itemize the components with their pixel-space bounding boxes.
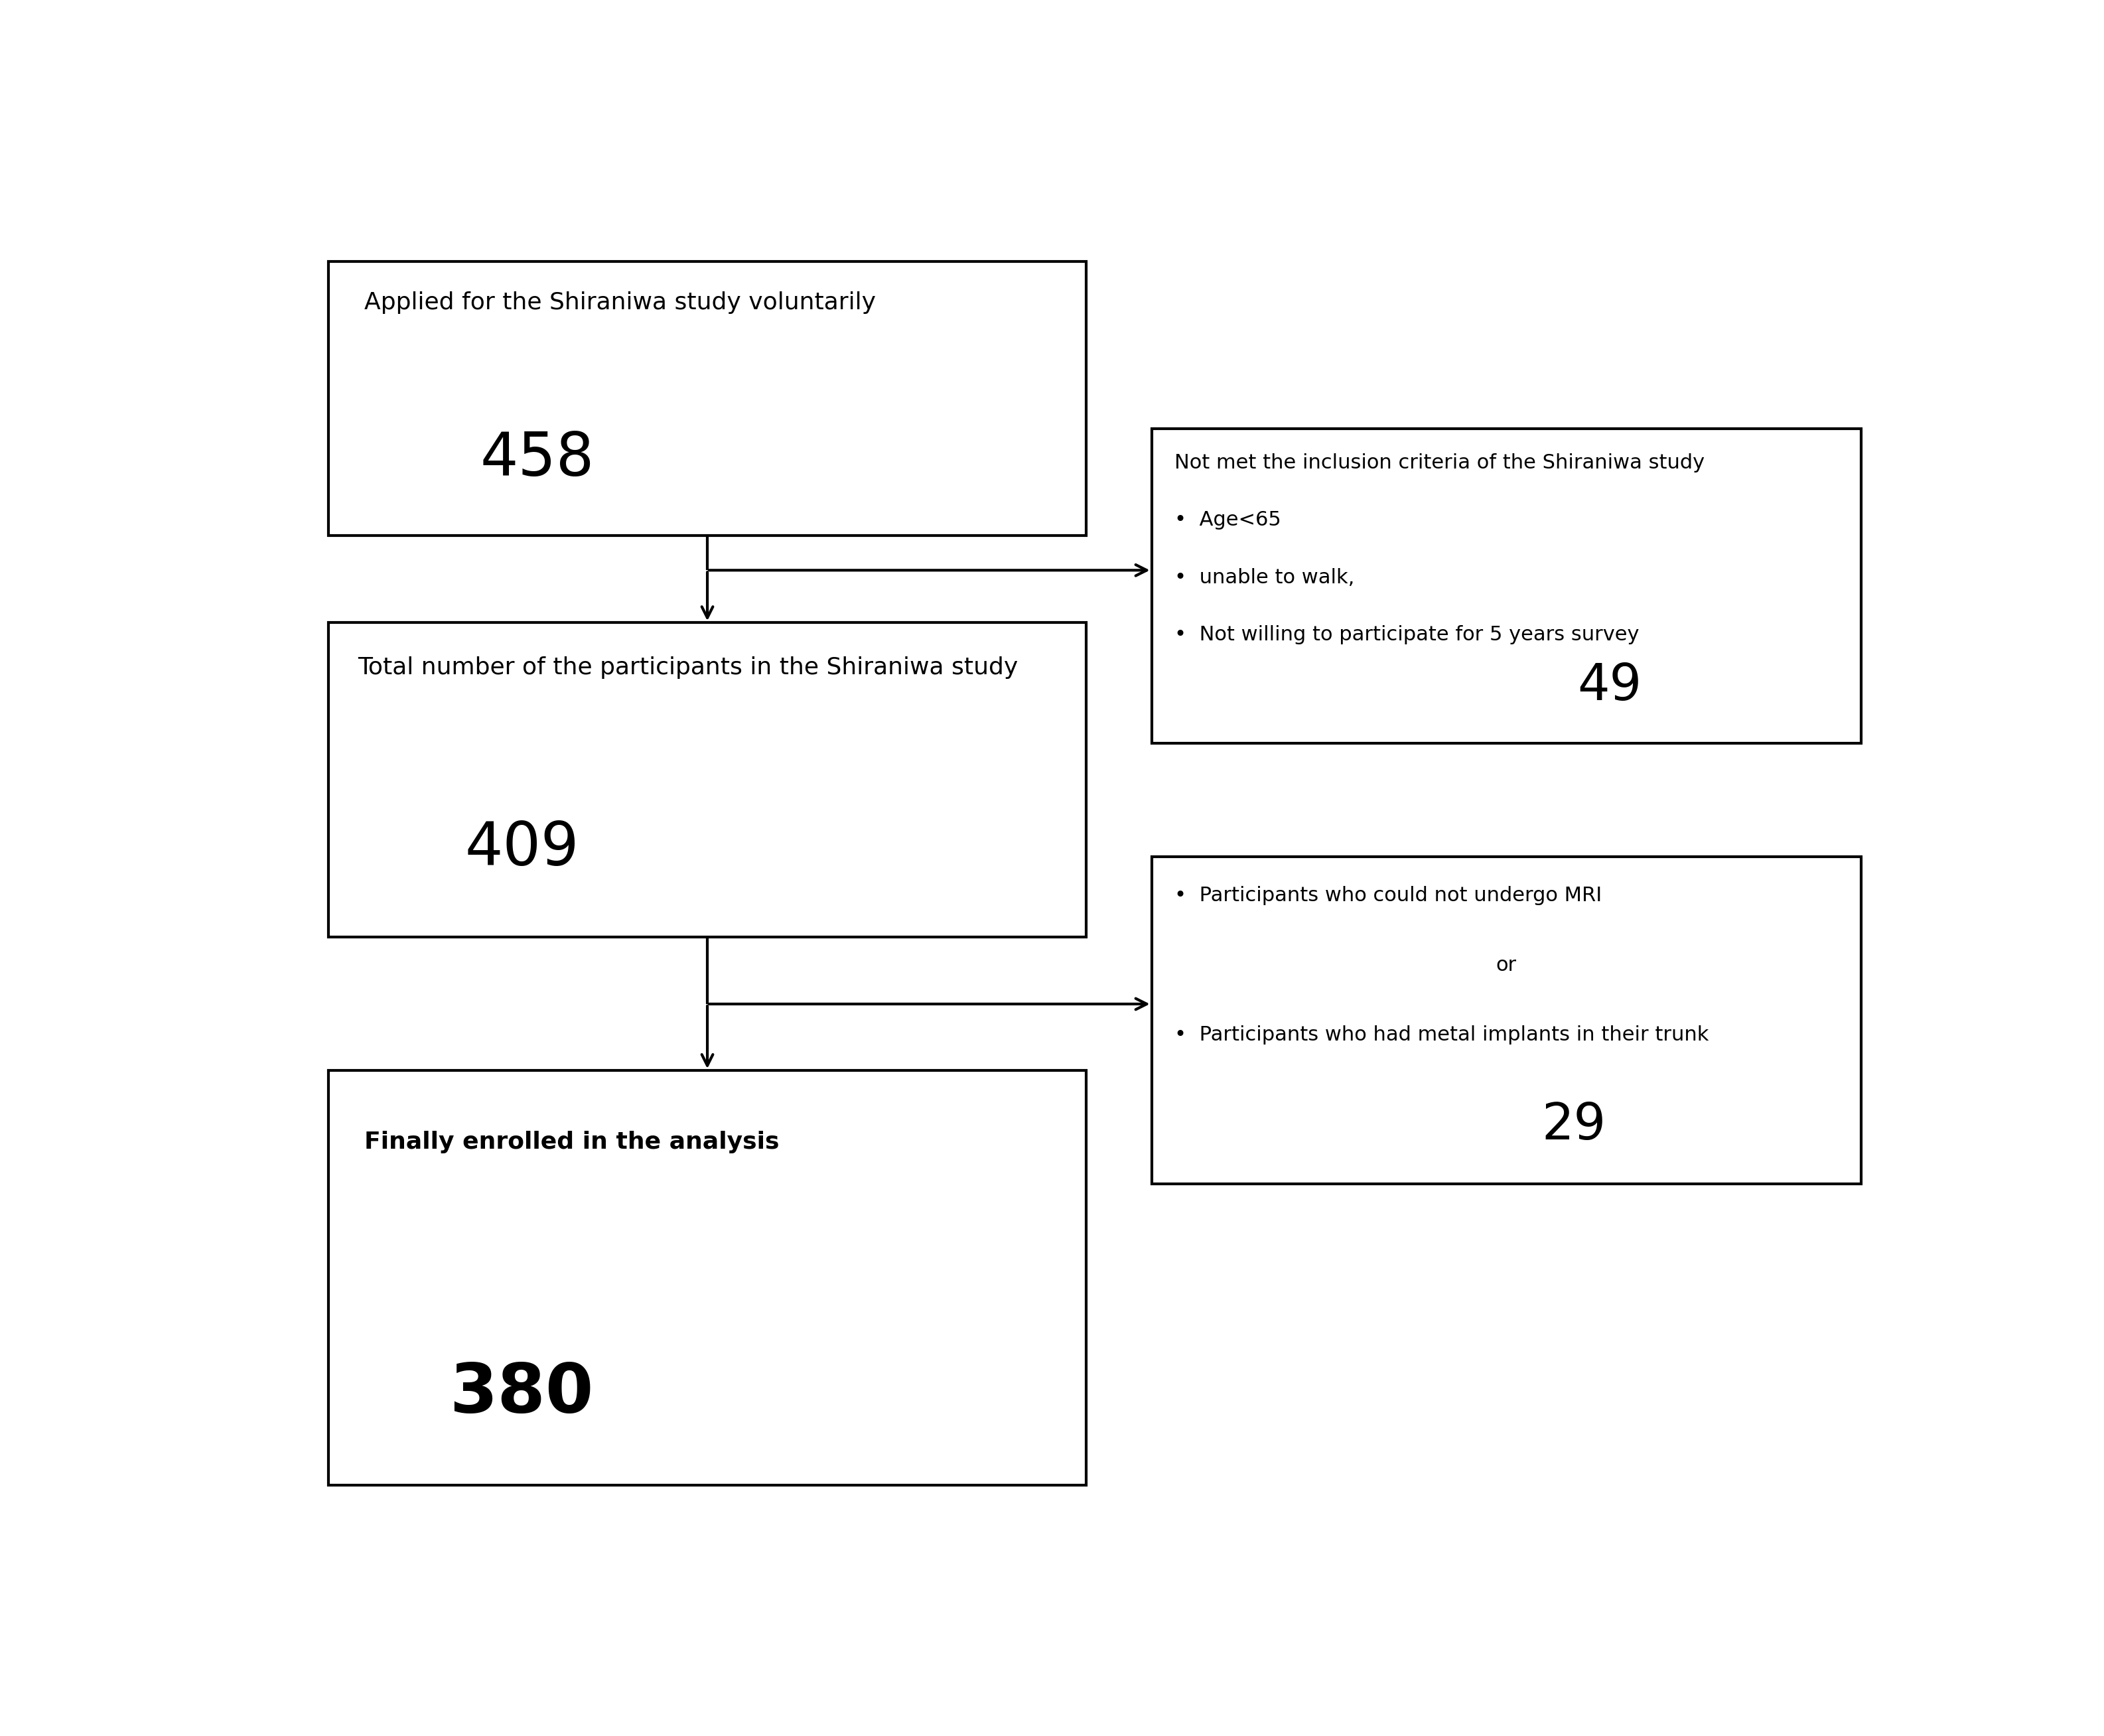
Bar <box>328 1071 1086 1484</box>
Text: •  Age<65: • Age<65 <box>1174 510 1281 529</box>
Text: Applied for the Shiraniwa study voluntarily: Applied for the Shiraniwa study voluntar… <box>364 292 875 314</box>
Text: 49: 49 <box>1578 661 1641 712</box>
Text: 380: 380 <box>450 1361 593 1427</box>
Bar <box>328 623 1086 937</box>
Text: •  Not willing to participate for 5 years survey: • Not willing to participate for 5 years… <box>1174 625 1639 644</box>
Bar <box>1151 856 1860 1184</box>
Text: 409: 409 <box>465 819 579 878</box>
Text: 29: 29 <box>1542 1101 1605 1149</box>
Text: •  Participants who had metal implants in their trunk: • Participants who had metal implants in… <box>1174 1024 1708 1045</box>
Text: •  unable to walk,: • unable to walk, <box>1174 568 1355 587</box>
Text: or: or <box>1496 955 1517 976</box>
Text: Total number of the participants in the Shiraniwa study: Total number of the participants in the … <box>358 656 1018 679</box>
Bar <box>328 262 1086 536</box>
Text: Not met the inclusion criteria of the Shiraniwa study: Not met the inclusion criteria of the Sh… <box>1174 453 1704 472</box>
Text: 458: 458 <box>480 431 593 488</box>
Bar <box>1151 429 1860 743</box>
Text: Finally enrolled in the analysis: Finally enrolled in the analysis <box>364 1130 778 1153</box>
Text: •  Participants who could not undergo MRI: • Participants who could not undergo MRI <box>1174 885 1601 904</box>
